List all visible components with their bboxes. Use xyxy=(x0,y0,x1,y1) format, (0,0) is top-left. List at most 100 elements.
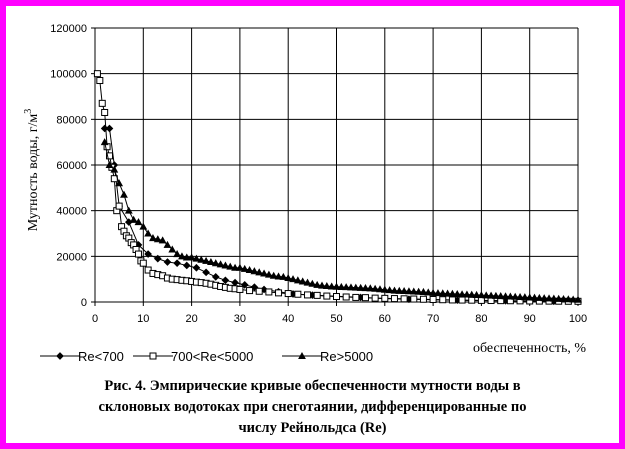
data-point-triangle xyxy=(134,218,143,226)
data-point-triangle xyxy=(409,287,418,295)
caption-line-2: склоновых водотоках при снеготаянии, диф… xyxy=(98,399,527,415)
x-axis-label: обеспеченность, % xyxy=(473,341,586,356)
data-point-triangle xyxy=(487,291,495,299)
data-point-triangle xyxy=(376,285,384,293)
data-point-triangle xyxy=(187,253,196,261)
data-point-triangle xyxy=(337,282,346,290)
data-point-triangle xyxy=(197,255,206,263)
data-point-square xyxy=(105,152,113,160)
data-point-triangle xyxy=(231,263,239,271)
data-point-triangle xyxy=(361,284,370,292)
legend-marker-triangle xyxy=(298,351,306,360)
y-axis-label-text: Мутность воды, г/м xyxy=(26,114,41,232)
data-point-triangle xyxy=(163,240,172,248)
data-point-triangle xyxy=(501,292,510,300)
data-point-square xyxy=(246,287,254,295)
series-triangle xyxy=(100,138,582,303)
data-point-triangle xyxy=(274,272,283,280)
data-point-triangle xyxy=(313,280,322,288)
data-point-diamond xyxy=(153,254,162,263)
data-point-triangle xyxy=(298,277,307,285)
x-tick-label: 90 xyxy=(524,313,536,325)
data-point-square xyxy=(101,108,109,116)
data-point-triangle xyxy=(424,288,433,296)
data-point-triangle xyxy=(380,285,389,293)
data-point-square xyxy=(458,296,466,304)
data-point-triangle xyxy=(207,258,215,266)
data-point-square xyxy=(448,296,456,304)
series-layer xyxy=(93,70,582,306)
data-point-diamond xyxy=(105,124,114,133)
data-point-triangle xyxy=(235,263,244,271)
x-tick-label: 0 xyxy=(92,313,98,325)
data-point-triangle xyxy=(173,250,182,258)
data-point-triangle xyxy=(405,287,413,295)
legend-entry-square: 700<Re<5000 xyxy=(133,349,253,364)
y-tick-label: 80000 xyxy=(56,114,87,126)
data-point-triangle xyxy=(279,272,288,280)
data-point-triangle xyxy=(506,292,515,300)
data-point-triangle xyxy=(240,264,249,272)
data-point-triangle xyxy=(269,271,278,279)
data-point-triangle xyxy=(115,179,124,187)
data-point-square xyxy=(265,288,273,296)
x-tick-label: 40 xyxy=(282,313,294,325)
x-tick-label: 10 xyxy=(137,313,149,325)
x-tick-label: 80 xyxy=(475,313,487,325)
data-point-triangle xyxy=(168,245,177,253)
data-point-square xyxy=(468,296,476,304)
data-point-triangle xyxy=(322,281,331,290)
data-point-triangle xyxy=(434,289,442,297)
legend-entry-triangle: Re>5000 xyxy=(282,349,373,364)
data-point-triangle xyxy=(419,287,428,295)
data-point-triangle xyxy=(443,289,452,297)
data-point-triangle xyxy=(178,252,186,260)
data-point-triangle xyxy=(332,282,341,290)
data-point-square xyxy=(96,77,104,85)
data-point-square xyxy=(304,291,312,299)
data-point-square xyxy=(323,292,331,300)
data-point-triangle xyxy=(569,295,578,303)
y-tick-label: 0 xyxy=(81,297,87,309)
data-point-triangle xyxy=(467,290,476,298)
y-axis-label-superscript: 3 xyxy=(23,109,34,114)
data-point-triangle xyxy=(284,274,293,282)
data-point-diamond xyxy=(163,258,172,266)
caption-line-3: числу Рейнольдса (Re) xyxy=(238,420,387,436)
data-point-triangle xyxy=(371,284,380,292)
data-point-square xyxy=(139,259,147,267)
data-point-triangle xyxy=(496,292,505,300)
data-point-triangle xyxy=(158,236,167,244)
y-tick-label: 120000 xyxy=(50,23,87,35)
data-point-triangle xyxy=(260,269,268,277)
series-line-diamond xyxy=(104,128,579,302)
data-point-triangle xyxy=(472,290,481,298)
data-point-triangle xyxy=(149,234,157,242)
data-point-triangle xyxy=(303,278,312,286)
data-point-triangle xyxy=(559,295,568,303)
data-point-square xyxy=(429,295,437,303)
data-point-square xyxy=(134,250,142,258)
data-point-triangle xyxy=(153,235,162,243)
data-point-triangle xyxy=(390,286,399,294)
data-point-triangle xyxy=(438,289,447,297)
legend: Re<700 700<Re<5000 Re>5000 xyxy=(40,349,373,364)
data-point-triangle xyxy=(491,291,500,299)
legend-label: 700<Re<5000 xyxy=(171,349,253,364)
y-tick-label: 20000 xyxy=(56,251,87,263)
legend-label: Re>5000 xyxy=(320,349,373,364)
data-point-triangle xyxy=(564,295,573,303)
data-point-triangle xyxy=(347,283,355,291)
y-tick-label: 40000 xyxy=(56,206,87,218)
legend-marker-square xyxy=(149,352,157,360)
legend-label: Re<700 xyxy=(78,349,124,364)
data-point-triangle xyxy=(395,286,404,294)
data-point-triangle xyxy=(318,281,326,289)
x-tick-label: 30 xyxy=(234,313,246,325)
data-point-triangle xyxy=(414,287,423,295)
data-point-square xyxy=(236,285,244,293)
series-line-square xyxy=(96,73,578,302)
data-point-triangle xyxy=(351,283,360,291)
data-point-square xyxy=(294,290,302,298)
data-point-triangle xyxy=(549,294,558,302)
